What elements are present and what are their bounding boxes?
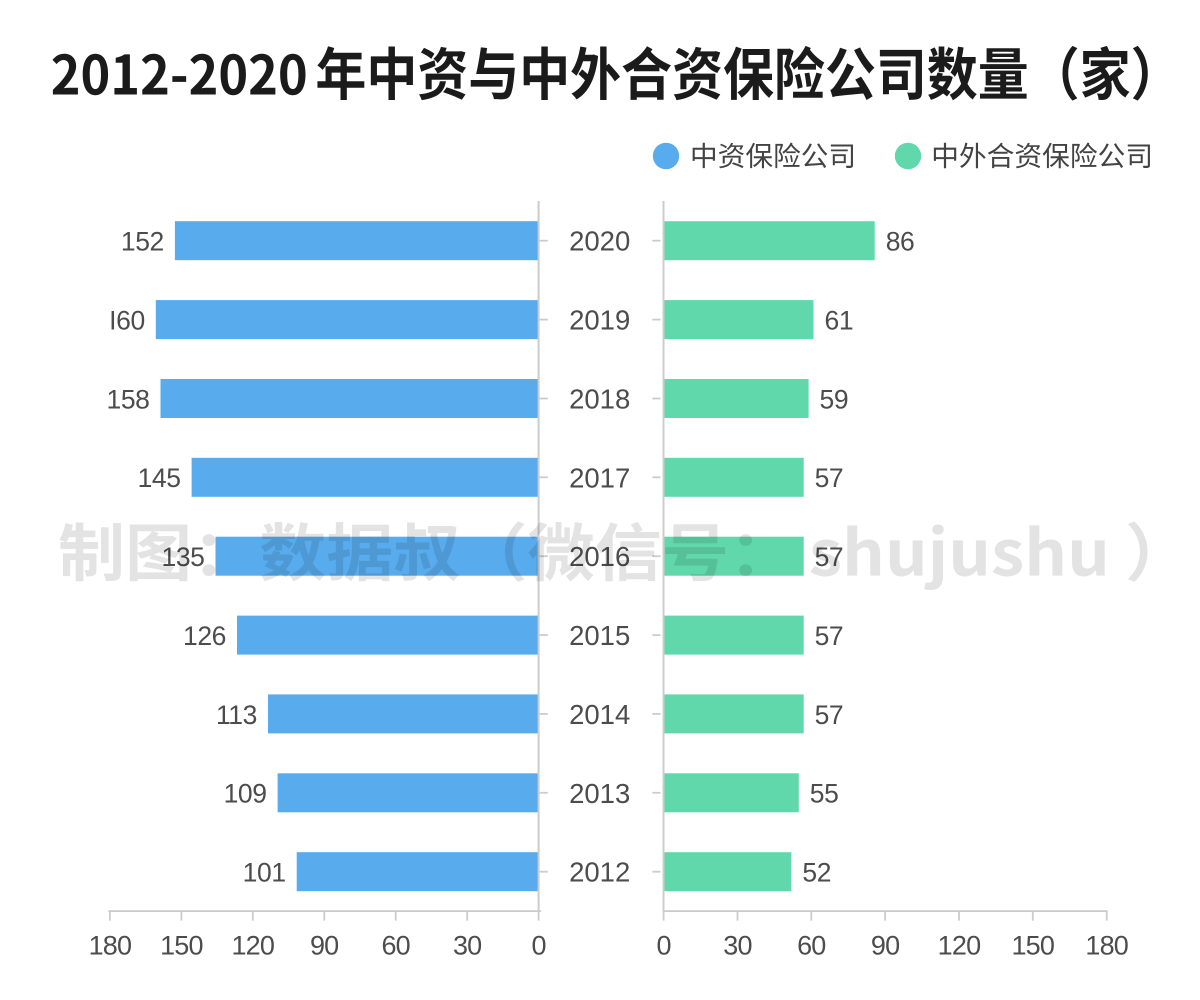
svg-text:90: 90 bbox=[310, 930, 338, 960]
svg-text:59: 59 bbox=[820, 384, 849, 414]
svg-text:109: 109 bbox=[224, 779, 267, 809]
svg-text:145: 145 bbox=[138, 463, 181, 493]
svg-text:2013: 2013 bbox=[569, 778, 630, 809]
svg-text:101: 101 bbox=[243, 858, 286, 888]
svg-text:57: 57 bbox=[815, 542, 844, 572]
svg-text:135: 135 bbox=[161, 542, 204, 572]
svg-text:30: 30 bbox=[453, 930, 481, 960]
svg-text:2014: 2014 bbox=[569, 699, 630, 730]
svg-text:126: 126 bbox=[183, 621, 226, 651]
svg-text:57: 57 bbox=[815, 463, 844, 493]
svg-text:0: 0 bbox=[656, 930, 670, 960]
svg-text:158: 158 bbox=[106, 384, 149, 414]
svg-text:30: 30 bbox=[723, 930, 751, 960]
svg-text:120: 120 bbox=[938, 930, 981, 960]
svg-text:60: 60 bbox=[381, 930, 409, 960]
svg-text:152: 152 bbox=[121, 227, 164, 257]
svg-text:55: 55 bbox=[810, 779, 839, 809]
svg-text:180: 180 bbox=[1085, 930, 1128, 960]
svg-text:0: 0 bbox=[531, 930, 545, 960]
svg-text:2019: 2019 bbox=[569, 305, 630, 336]
svg-text:I60: I60 bbox=[109, 306, 145, 336]
svg-text:86: 86 bbox=[886, 227, 915, 257]
svg-text:2015: 2015 bbox=[569, 620, 630, 651]
svg-text:2017: 2017 bbox=[569, 462, 630, 493]
svg-text:52: 52 bbox=[802, 858, 831, 888]
svg-text:90: 90 bbox=[871, 930, 899, 960]
svg-text:2020: 2020 bbox=[569, 226, 630, 257]
svg-text:150: 150 bbox=[160, 930, 203, 960]
svg-text:61: 61 bbox=[825, 306, 854, 336]
svg-text:2018: 2018 bbox=[569, 384, 630, 415]
svg-text:60: 60 bbox=[797, 930, 825, 960]
svg-text:57: 57 bbox=[815, 700, 844, 730]
svg-text:120: 120 bbox=[231, 930, 274, 960]
svg-text:113: 113 bbox=[216, 700, 257, 730]
svg-text:150: 150 bbox=[1011, 930, 1054, 960]
svg-text:2012: 2012 bbox=[569, 857, 630, 888]
svg-text:2016: 2016 bbox=[569, 541, 630, 572]
svg-text:180: 180 bbox=[89, 930, 132, 960]
svg-text:57: 57 bbox=[815, 621, 844, 651]
